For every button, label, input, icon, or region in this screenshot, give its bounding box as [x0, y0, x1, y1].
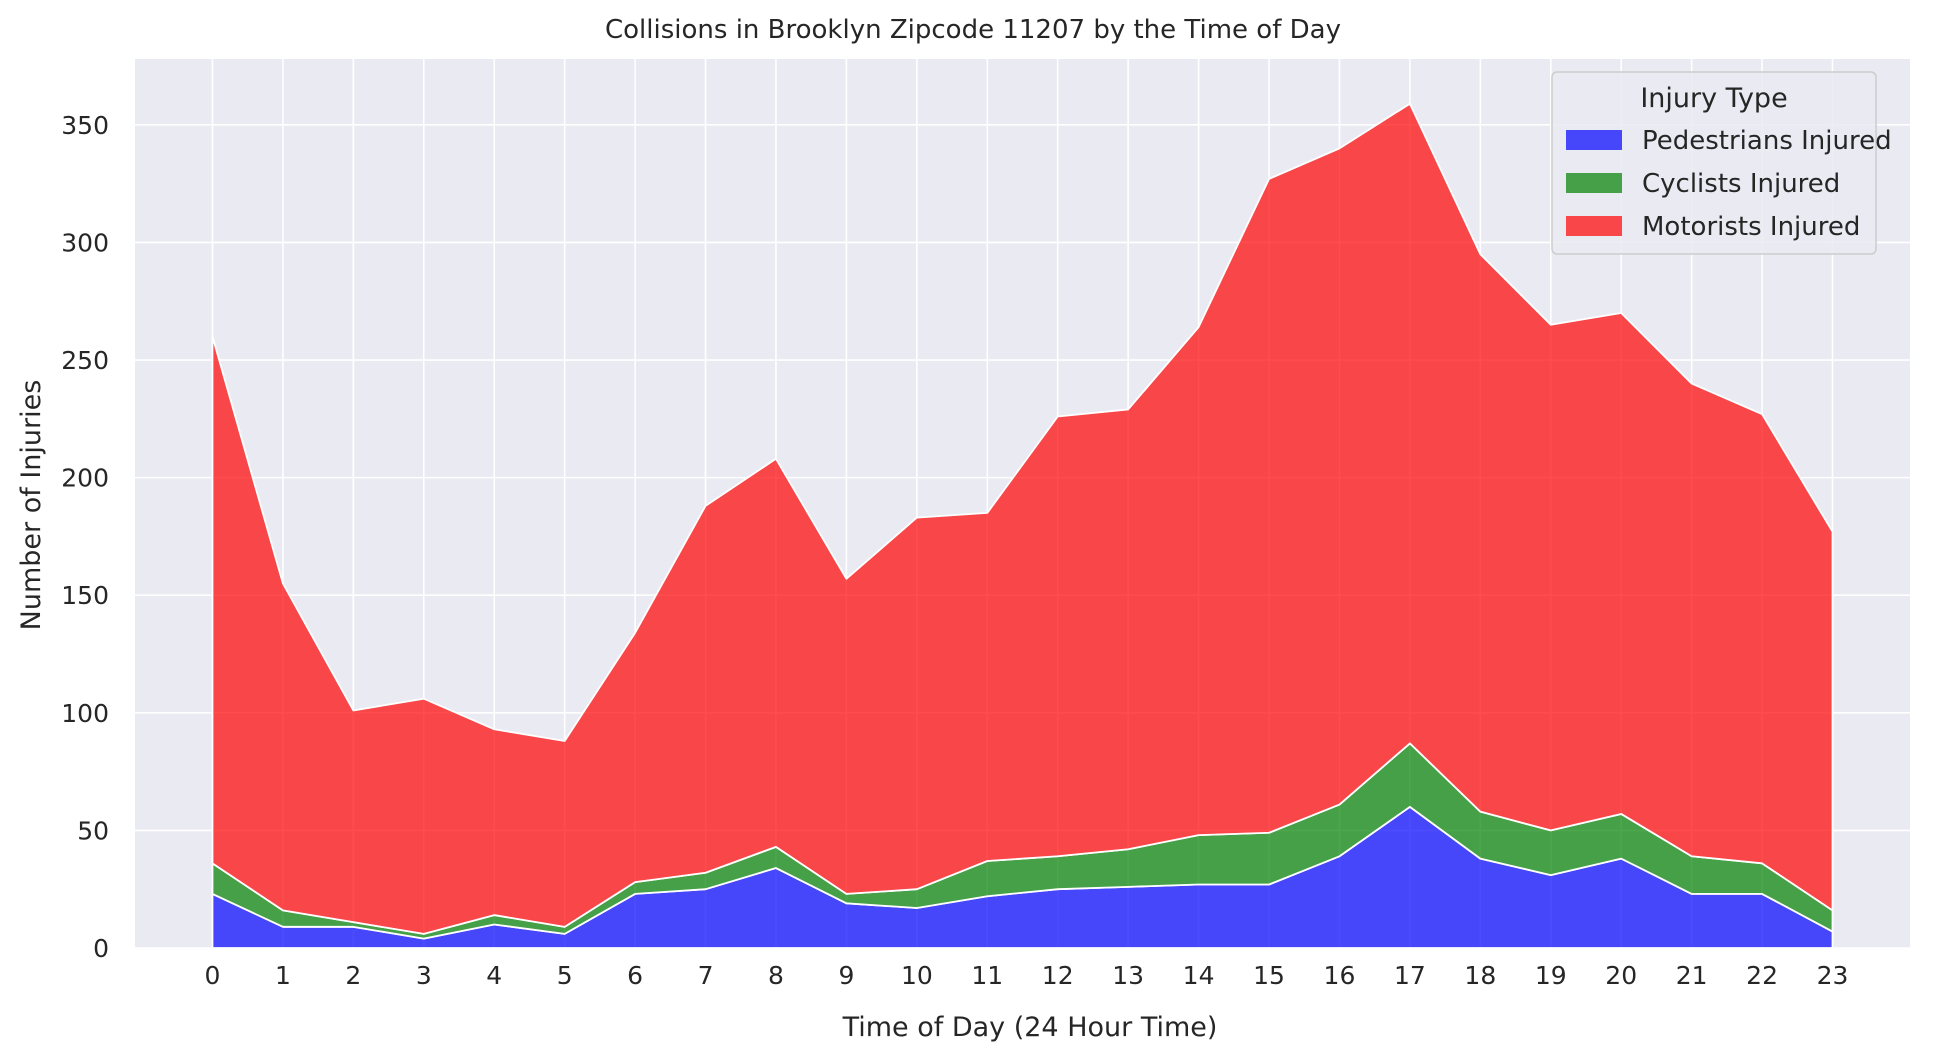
- x-tick-label: 14: [1183, 961, 1215, 990]
- legend-box: [1551, 71, 1877, 255]
- area-series: [211, 102, 1834, 949]
- y-tick-label: 300: [61, 228, 109, 257]
- x-tick-label: 18: [1464, 961, 1496, 990]
- x-tick-label: 3: [416, 961, 432, 990]
- x-tick-label: 9: [838, 961, 854, 990]
- x-tick-label: 23: [1817, 961, 1849, 990]
- x-tick-label: 15: [1253, 961, 1285, 990]
- x-axis-ticks: 0 1 2 3 4 5 6 7 8 9 10 11 12 13 14 15 16 17 18 19 20 21 22 23: [205, 961, 1849, 990]
- x-tick-label: 2: [345, 961, 361, 990]
- legend-label-pedestrians-injured: Pedestrians Injured: [1642, 126, 1892, 156]
- x-tick-label: 7: [698, 961, 714, 990]
- x-tick-label: 13: [1112, 961, 1144, 990]
- x-tick-label: 20: [1605, 961, 1637, 990]
- y-tick-label: 150: [61, 581, 109, 610]
- x-tick-label: 12: [1042, 961, 1074, 990]
- x-tick-label: 1: [275, 961, 291, 990]
- x-tick-label: 22: [1746, 961, 1778, 990]
- legend-swatch-pedestrians-injured: [1566, 130, 1622, 150]
- x-tick-label: 4: [486, 961, 502, 990]
- x-tick-label: 16: [1324, 961, 1356, 990]
- y-tick-label: 100: [61, 699, 109, 728]
- legend-swatch-cyclists-injured: [1566, 173, 1622, 193]
- y-tick-label: 350: [61, 111, 109, 140]
- x-tick-label: 19: [1535, 961, 1567, 990]
- y-axis-ticks: 0 50 100 150 200 250 300 350: [61, 111, 109, 963]
- legend-label-cyclists-injured: Cyclists Injured: [1642, 169, 1840, 199]
- legend-label-motorists-injured: Motorists Injured: [1642, 212, 1860, 242]
- y-tick-label: 250: [61, 346, 109, 375]
- x-tick-label: 10: [901, 961, 933, 990]
- y-tick-label: 0: [93, 934, 109, 963]
- chart-title: Collisions in Brooklyn Zipcode 11207 by …: [605, 15, 1341, 45]
- y-tick-label: 50: [77, 816, 109, 845]
- y-tick-label: 200: [61, 464, 109, 493]
- y-axis-label: Number of Injuries: [16, 380, 47, 631]
- legend: Injury Type Pedestrians Injured Cyclists …: [1551, 71, 1892, 255]
- x-tick-label: 21: [1676, 961, 1708, 990]
- legend-swatch-motorists-injured: [1566, 216, 1622, 236]
- x-tick-label: 8: [768, 961, 784, 990]
- x-tick-label: 0: [205, 961, 221, 990]
- x-tick-label: 5: [557, 961, 573, 990]
- legend-title: Injury Type: [1640, 83, 1787, 114]
- x-tick-label: 6: [627, 961, 643, 990]
- x-tick-label: 17: [1394, 961, 1426, 990]
- x-tick-label: 11: [971, 961, 1003, 990]
- x-axis-label: Time of Day (24 Hour Time): [842, 1012, 1218, 1043]
- area-motorists-injured: [211, 102, 1834, 935]
